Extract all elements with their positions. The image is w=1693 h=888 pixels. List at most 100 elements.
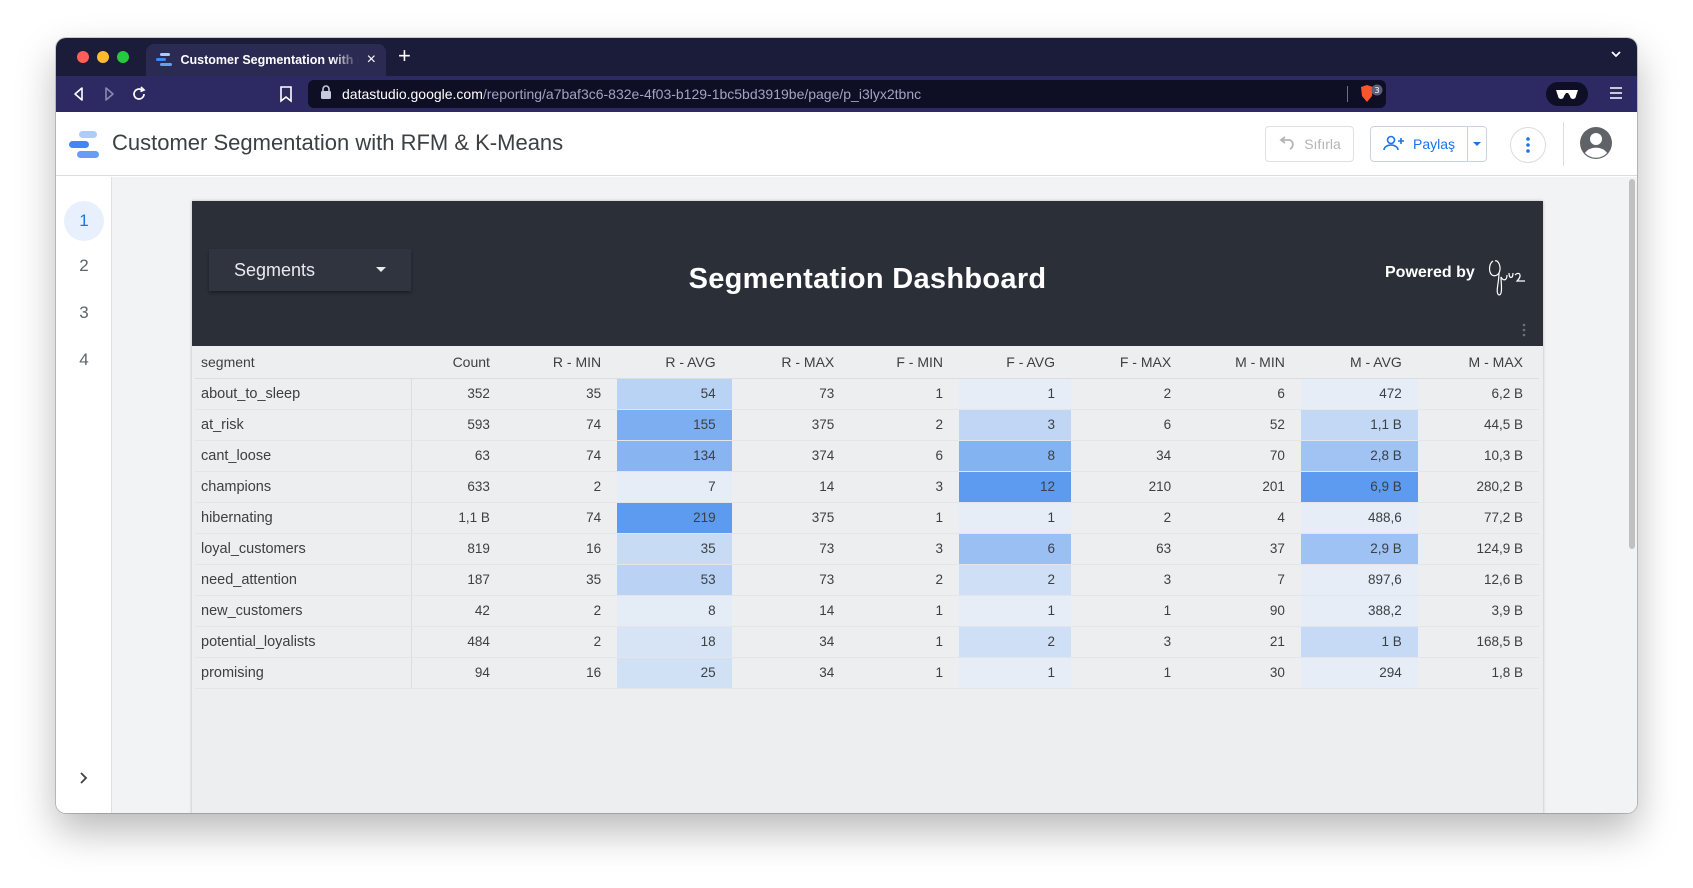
table-cell: 593 xyxy=(411,409,506,441)
bookmark-icon[interactable] xyxy=(278,85,294,108)
table-cell: 16 xyxy=(505,533,618,565)
reload-icon[interactable] xyxy=(130,85,148,108)
minimize-window-button[interactable] xyxy=(97,51,109,63)
table-cell: 14 xyxy=(731,595,851,627)
table-cell: 30 xyxy=(1187,657,1301,689)
table-cell: 6 xyxy=(850,440,959,472)
table-cell: 6,2 B xyxy=(1417,378,1539,410)
reset-button[interactable]: Sıfırla xyxy=(1265,126,1354,162)
share-button[interactable]: Paylaş xyxy=(1370,126,1487,162)
chevron-down-icon[interactable] xyxy=(1609,47,1623,66)
chevron-right-icon[interactable] xyxy=(76,771,90,790)
page-item-4[interactable]: 4 xyxy=(79,350,89,369)
table-cell: 1,1 B xyxy=(1300,409,1418,441)
table-cell: 35 xyxy=(617,533,732,565)
table-cell: 90 xyxy=(1187,595,1301,627)
table-row: champions 633 2 7 14 3 12 210 201 6,9 B 280,2 B xyxy=(195,471,1539,503)
table-cell: 210 xyxy=(1071,471,1188,503)
column-header[interactable]: F - MIN xyxy=(850,347,959,379)
segment-cell: potential_loyalists xyxy=(195,626,413,658)
table-row: need_attention 187 35 53 73 2 2 3 7 897,6 12,6 B xyxy=(195,564,1539,596)
table-row: about_to_sleep 352 35 54 73 1 1 2 6 472 6,2 B xyxy=(195,378,1539,410)
more-vert-icon xyxy=(1526,137,1530,153)
table-cell: 1 xyxy=(850,502,959,534)
new-tab-button[interactable]: + xyxy=(398,43,411,68)
close-window-button[interactable] xyxy=(77,51,89,63)
column-header[interactable]: R - MAX xyxy=(731,347,851,379)
close-tab-icon[interactable]: × xyxy=(366,51,376,68)
table-cell: 12,6 B xyxy=(1417,564,1539,596)
browser-tab[interactable]: Customer Segmentation with RFM & K-Means… xyxy=(146,44,386,76)
segment-cell: champions xyxy=(195,471,413,503)
segment-cell: new_customers xyxy=(195,595,413,627)
table-cell: 1,1 B xyxy=(411,502,506,534)
table-cell: 3 xyxy=(850,533,959,565)
back-icon[interactable] xyxy=(70,85,88,108)
table-cell: 219 xyxy=(617,502,732,534)
brave-shield-icon[interactable]: 3 xyxy=(1358,84,1386,109)
column-header[interactable]: segment xyxy=(195,347,412,379)
table-cell: 12 xyxy=(958,471,1072,503)
table-cell: 2 xyxy=(850,564,959,596)
table-cell: 8 xyxy=(617,595,732,627)
column-header[interactable]: M - AVG xyxy=(1300,347,1418,379)
table-cell: 63 xyxy=(411,440,506,472)
column-header[interactable]: R - MIN xyxy=(505,347,618,379)
column-header[interactable]: M - MIN xyxy=(1187,347,1301,379)
report-title[interactable]: Customer Segmentation with RFM & K-Means xyxy=(112,130,564,155)
page-item-2[interactable]: 2 xyxy=(79,256,89,275)
table-cell: 10,3 B xyxy=(1417,440,1539,472)
page-item-1[interactable]: 1 xyxy=(64,201,104,241)
table-cell: 1 xyxy=(958,595,1072,627)
forward-icon[interactable] xyxy=(100,85,118,108)
segments-filter-dropdown[interactable]: Segments xyxy=(209,249,411,291)
table-cell: 44,5 B xyxy=(1417,409,1539,441)
table-cell: 897,6 xyxy=(1300,564,1418,596)
table-cell: 1 xyxy=(1071,657,1188,689)
table-cell: 2 xyxy=(1071,502,1188,534)
share-dropdown-button[interactable] xyxy=(1467,127,1486,161)
column-header[interactable]: F - MAX xyxy=(1071,347,1188,379)
segment-cell: need_attention xyxy=(195,564,413,596)
table-cell: 14 xyxy=(731,471,851,503)
table-cell: 1 xyxy=(850,378,959,410)
table-cell: 74 xyxy=(505,440,618,472)
table-cell: 488,6 xyxy=(1300,502,1418,534)
table-cell: 280,2 B xyxy=(1417,471,1539,503)
private-glasses-icon[interactable] xyxy=(1546,82,1588,106)
hamburger-menu-icon[interactable] xyxy=(1608,86,1624,105)
table-cell: 35 xyxy=(505,378,618,410)
zoom-window-button[interactable] xyxy=(117,51,129,63)
table-cell: 34 xyxy=(731,626,851,658)
chart-menu-icon[interactable] xyxy=(1522,323,1526,342)
more-options-button[interactable] xyxy=(1510,127,1546,163)
table-row: cant_loose 63 74 134 374 6 8 34 70 2,8 B 10,3 B xyxy=(195,440,1539,472)
table-cell: 1 xyxy=(850,626,959,658)
table-cell: 21 xyxy=(1187,626,1301,658)
page-item-3[interactable]: 3 xyxy=(79,303,89,322)
address-bar[interactable]: datastudio.google.com/reporting/a7baf3c6… xyxy=(308,80,1386,108)
data-studio-logo-icon[interactable] xyxy=(69,131,99,159)
table-cell: 73 xyxy=(731,378,851,410)
table-cell: 2 xyxy=(505,626,618,658)
table-cell: 6 xyxy=(958,533,1072,565)
column-header[interactable]: R - AVG xyxy=(617,347,732,379)
table-cell: 37 xyxy=(1187,533,1301,565)
canvas-scrollbar[interactable] xyxy=(1629,179,1635,549)
column-header[interactable]: M - MAX xyxy=(1417,347,1539,379)
table-cell: 374 xyxy=(731,440,851,472)
column-header[interactable]: Count xyxy=(411,347,506,379)
table-cell: 472 xyxy=(1300,378,1418,410)
share-main-button[interactable]: Paylaş xyxy=(1371,127,1467,161)
table-cell: 1 xyxy=(850,595,959,627)
account-avatar-icon[interactable] xyxy=(1579,126,1613,160)
table-cell: 2 xyxy=(850,409,959,441)
add-person-icon xyxy=(1383,135,1405,154)
undo-icon xyxy=(1278,135,1298,153)
table-cell: 25 xyxy=(617,657,732,689)
segments-filter-label: Segments xyxy=(234,259,316,280)
column-header[interactable]: F - AVG xyxy=(958,347,1072,379)
dashboard-title: Segmentation Dashboard xyxy=(688,263,1047,295)
table-cell: 34 xyxy=(731,657,851,689)
table-cell: 3 xyxy=(1071,626,1188,658)
